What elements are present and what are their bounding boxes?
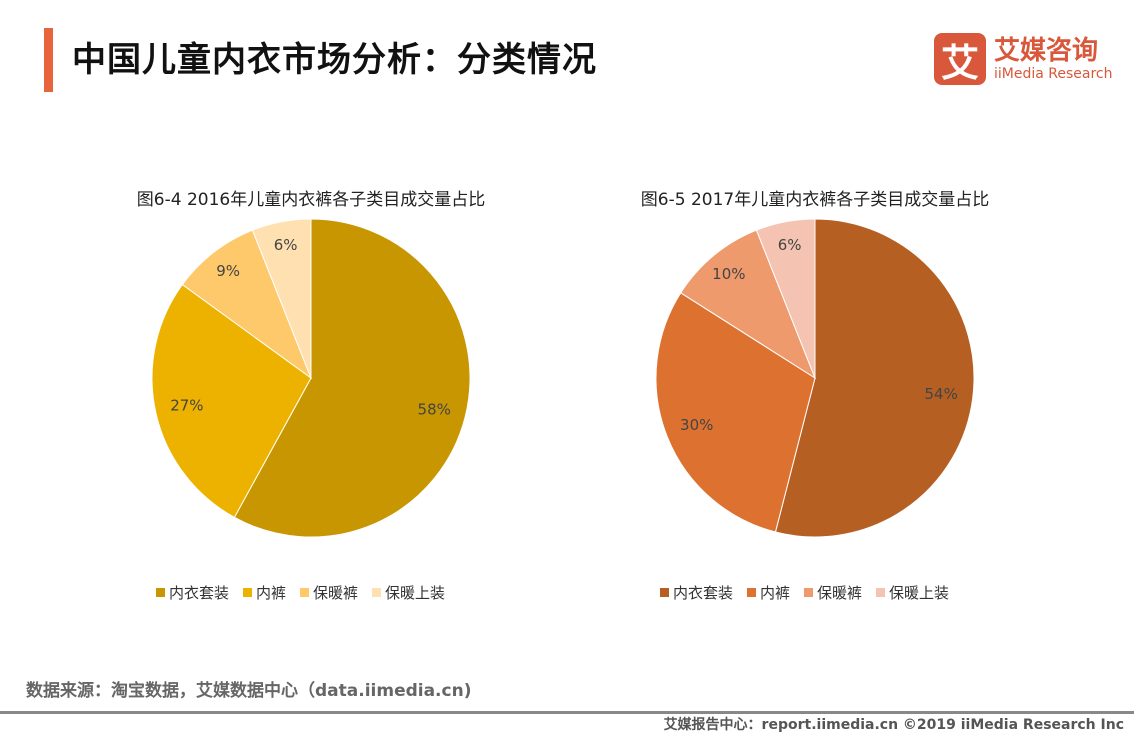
pie-slice-内衣套装 <box>233 218 471 538</box>
logo-en: iiMedia Research <box>994 66 1113 82</box>
legend-label: 保暖上装 <box>889 584 950 602</box>
pie-slice-内衣套装 <box>774 218 975 538</box>
legend-item: 保暖上装 <box>876 582 949 603</box>
pie-slice-保暖上装 <box>251 218 312 379</box>
title-accent-bar <box>44 28 53 92</box>
logo-mark: 艾 <box>934 33 986 85</box>
legend-label: 内裤 <box>256 584 287 602</box>
legend-label: 保暖上装 <box>385 584 446 602</box>
logo-cn: 艾媒咨询 <box>994 36 1099 66</box>
legend-item: 保暖裤 <box>300 582 358 603</box>
page-title: 中国儿童内衣市场分析：分类情况 <box>72 40 597 80</box>
pie-slice-保暖裤 <box>680 229 817 380</box>
legend-swatch <box>156 588 165 597</box>
legend-label: 内裤 <box>760 584 791 602</box>
data-label: 6% <box>274 236 298 254</box>
data-label: 54% <box>925 385 958 403</box>
legend-label: 保暖裤 <box>817 584 863 602</box>
legend-item: 内裤 <box>243 582 286 603</box>
legend-item: 保暖上装 <box>372 582 445 603</box>
data-label: 10% <box>712 265 745 283</box>
pie-slice-内裤 <box>655 292 816 533</box>
legend-swatch <box>876 588 886 597</box>
legend-swatch <box>243 588 253 597</box>
legend-swatch <box>804 588 814 597</box>
data-label: 58% <box>418 401 451 419</box>
chart-title-2017: 图6-5 2017年儿童内衣裤各子类目成交量占比 <box>640 190 990 210</box>
pie-slice-内裤 <box>151 283 312 519</box>
data-label: 6% <box>778 236 802 254</box>
data-label: 9% <box>216 262 240 280</box>
legend-swatch <box>660 588 669 597</box>
data-label: 27% <box>170 397 203 415</box>
pie-slice-保暖上装 <box>755 218 816 379</box>
legend-label: 内衣套装 <box>169 584 230 602</box>
legend-item: 内裤 <box>747 582 790 603</box>
legend-swatch <box>747 588 757 597</box>
data-source: 数据来源：淘宝数据，艾媒数据中心（data.iimedia.cn) <box>26 681 472 701</box>
legend-2016: 内衣套装 内裤 保暖裤 保暖上装 <box>156 582 445 603</box>
legend-item: 内衣套装 <box>660 582 733 603</box>
pie-slice-保暖裤 <box>181 229 313 380</box>
legend-item: 保暖裤 <box>804 582 862 603</box>
data-label: 30% <box>680 416 713 434</box>
legend-label: 内衣套装 <box>673 584 734 602</box>
legend-2017: 内衣套装 内裤 保暖裤 保暖上装 <box>660 582 949 603</box>
legend-label: 保暖裤 <box>313 584 359 602</box>
logo: 艾 艾媒咨询 iiMedia Research <box>934 33 1113 85</box>
legend-item: 内衣套装 <box>156 582 229 603</box>
footer-text: 艾媒报告中心：report.iimedia.cn ©2019 iiMedia R… <box>663 717 1124 733</box>
legend-swatch <box>300 588 310 597</box>
chart-title-2016: 图6-4 2016年儿童内衣裤各子类目成交量占比 <box>136 190 486 210</box>
legend-swatch <box>372 588 382 597</box>
footer-divider <box>0 711 1134 714</box>
